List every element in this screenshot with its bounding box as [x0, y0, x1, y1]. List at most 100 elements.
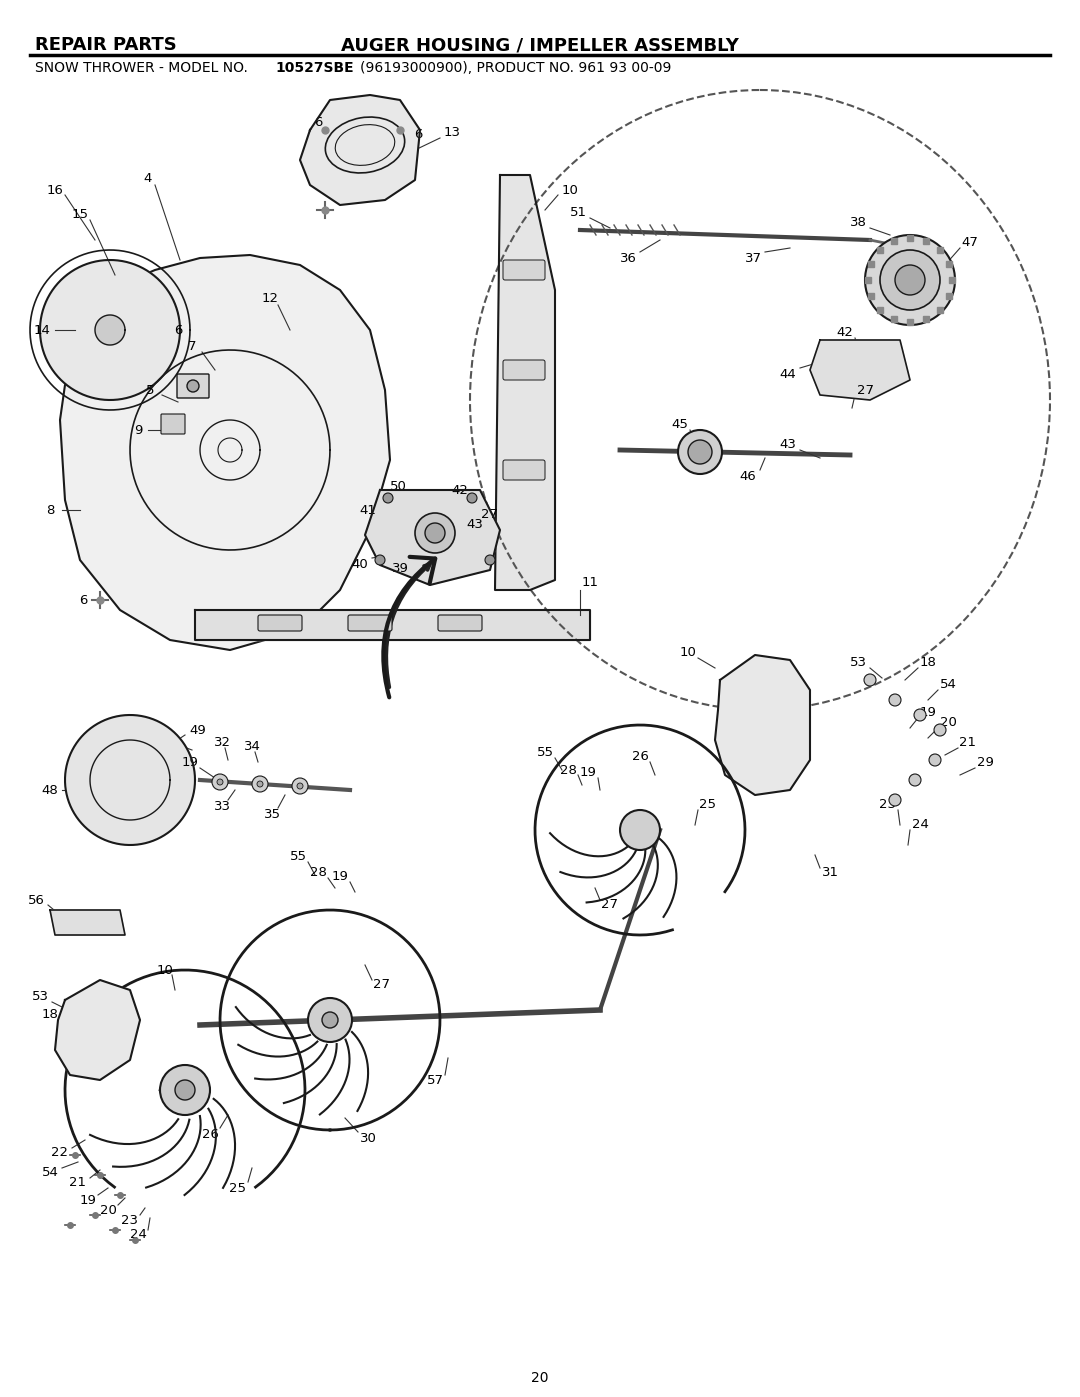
Text: 51: 51 [569, 205, 586, 218]
Text: 40: 40 [352, 557, 368, 570]
Text: 39: 39 [392, 562, 408, 574]
Text: 20: 20 [99, 1203, 117, 1217]
Text: 13: 13 [444, 127, 460, 140]
FancyBboxPatch shape [161, 414, 185, 434]
Text: 26: 26 [632, 750, 648, 764]
Text: 34: 34 [244, 739, 260, 753]
Text: 47: 47 [961, 236, 978, 249]
Text: SNOW THROWER - MODEL NO.: SNOW THROWER - MODEL NO. [35, 61, 253, 75]
Circle shape [383, 493, 393, 503]
Text: 10: 10 [562, 183, 579, 197]
Text: 24: 24 [130, 1228, 147, 1242]
Text: REPAIR PARTS: REPAIR PARTS [35, 36, 177, 54]
Circle shape [909, 774, 921, 787]
Text: 54: 54 [41, 1166, 58, 1179]
Circle shape [467, 493, 477, 503]
Text: 6: 6 [314, 116, 322, 129]
Circle shape [620, 810, 660, 849]
Polygon shape [50, 909, 125, 935]
Circle shape [322, 1011, 338, 1028]
Text: 25: 25 [229, 1182, 246, 1194]
Text: 8: 8 [45, 503, 54, 517]
Text: 28: 28 [310, 866, 326, 880]
Text: 46: 46 [740, 469, 756, 482]
Circle shape [934, 724, 946, 736]
Text: 55: 55 [537, 746, 554, 760]
Polygon shape [715, 655, 810, 795]
FancyBboxPatch shape [503, 360, 545, 380]
Text: 19: 19 [919, 707, 936, 719]
Polygon shape [495, 175, 555, 590]
Circle shape [929, 754, 941, 766]
Text: 20: 20 [940, 717, 957, 729]
Circle shape [187, 380, 199, 393]
Polygon shape [65, 715, 195, 845]
Text: 33: 33 [214, 799, 230, 813]
Text: 37: 37 [744, 251, 761, 264]
Text: 27: 27 [602, 898, 619, 911]
Text: 27: 27 [856, 384, 874, 397]
Circle shape [426, 522, 445, 543]
Text: 10527SBE: 10527SBE [275, 61, 353, 75]
Text: 27: 27 [374, 978, 391, 992]
Text: 30: 30 [360, 1132, 377, 1144]
Circle shape [257, 781, 264, 787]
Polygon shape [810, 339, 910, 400]
Circle shape [864, 673, 876, 686]
Text: 19: 19 [332, 870, 349, 883]
Text: 6: 6 [79, 594, 87, 606]
Text: 6: 6 [174, 324, 183, 337]
Text: 50: 50 [390, 479, 406, 493]
Circle shape [688, 440, 712, 464]
FancyBboxPatch shape [177, 374, 210, 398]
Circle shape [914, 710, 926, 721]
Text: 18: 18 [41, 1009, 58, 1021]
Text: 49: 49 [190, 724, 206, 736]
Text: 43: 43 [467, 518, 484, 531]
Polygon shape [40, 260, 180, 400]
Text: 44: 44 [780, 367, 796, 380]
Circle shape [880, 250, 940, 310]
Text: 9: 9 [134, 423, 143, 436]
Text: 53: 53 [31, 990, 49, 1003]
Text: 23: 23 [879, 799, 896, 812]
Circle shape [292, 778, 308, 793]
Circle shape [889, 793, 901, 806]
Text: 35: 35 [264, 807, 281, 820]
Circle shape [212, 774, 228, 789]
Polygon shape [365, 490, 500, 585]
Circle shape [895, 265, 924, 295]
Polygon shape [300, 95, 420, 205]
Circle shape [160, 1065, 210, 1115]
Text: 29: 29 [976, 757, 994, 770]
Text: 48: 48 [42, 784, 58, 796]
Circle shape [175, 1080, 195, 1099]
Text: 27: 27 [482, 509, 499, 521]
FancyBboxPatch shape [258, 615, 302, 631]
Text: 36: 36 [620, 251, 636, 264]
Text: 21: 21 [69, 1176, 86, 1189]
Text: 16: 16 [46, 183, 64, 197]
Text: 23: 23 [121, 1214, 138, 1227]
Text: 22: 22 [52, 1147, 68, 1160]
Text: 18: 18 [919, 657, 936, 669]
Text: 20: 20 [531, 1370, 549, 1384]
Circle shape [485, 555, 495, 564]
Text: 25: 25 [700, 799, 716, 812]
Text: 12: 12 [261, 292, 279, 305]
FancyBboxPatch shape [438, 615, 482, 631]
FancyBboxPatch shape [503, 260, 545, 279]
Text: 6: 6 [414, 129, 422, 141]
Text: 5: 5 [146, 384, 154, 397]
Circle shape [415, 513, 455, 553]
Text: 32: 32 [214, 735, 230, 749]
Text: 19: 19 [181, 756, 199, 768]
Text: 19: 19 [580, 767, 596, 780]
FancyBboxPatch shape [348, 615, 392, 631]
Text: 10: 10 [679, 647, 697, 659]
Text: 55: 55 [289, 851, 307, 863]
Text: 21: 21 [959, 736, 976, 750]
Text: 56: 56 [28, 894, 44, 907]
Text: 54: 54 [940, 679, 957, 692]
Text: 42: 42 [451, 483, 469, 496]
